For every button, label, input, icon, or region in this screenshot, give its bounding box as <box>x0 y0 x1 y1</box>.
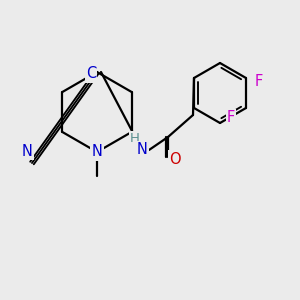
Text: C: C <box>86 67 96 82</box>
Text: N: N <box>136 142 147 158</box>
Text: O: O <box>169 152 181 166</box>
Text: F: F <box>255 74 263 88</box>
Text: H: H <box>130 133 140 146</box>
Text: N: N <box>22 143 32 158</box>
Text: F: F <box>227 110 235 125</box>
Text: N: N <box>92 145 102 160</box>
